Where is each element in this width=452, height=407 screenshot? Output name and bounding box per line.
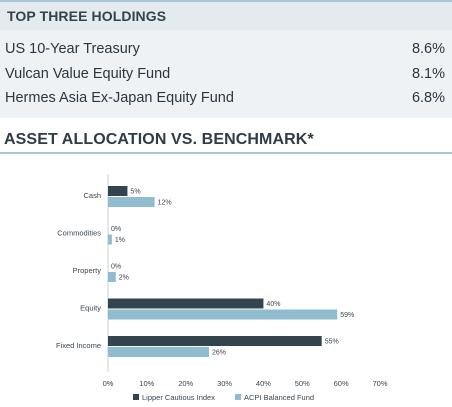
bar-benchmark [108,336,322,346]
legend-swatch [235,394,241,400]
data-label: 0% [111,264,121,271]
data-label: 0% [111,226,121,233]
bar-fund [108,272,116,282]
category-label: Fixed Income [56,341,101,350]
data-label: 55% [325,339,339,346]
legend-label: ACPI Balanced Fund [244,393,314,402]
x-tick-label: 0% [103,379,114,388]
x-tick-label: 60% [334,379,349,388]
data-label: 2% [119,275,129,282]
allocation-chart-panel: Cash 5% 12% Commodities 0% 1% Property 0% 2% Equi… [0,156,452,407]
bar-fund [108,197,155,207]
legend-swatch [133,394,139,400]
x-tick-label: 20% [178,379,193,388]
holdings-header: TOP THREE HOLDINGS [0,0,452,30]
bar-fund [108,347,210,357]
x-tick-label: 50% [295,379,310,388]
holdings-panel: US 10-Year Treasury 8.6% Vulcan Value Eq… [0,30,452,118]
data-label: 5% [130,189,140,196]
x-tick-label: 40% [256,379,271,388]
holding-name: US 10-Year Treasury [5,41,140,57]
holding-row: US 10-Year Treasury 8.6% [0,38,452,62]
bar-fund [108,309,338,320]
data-label: 59% [340,312,354,319]
x-tick-label: 70% [372,379,387,388]
category-label: Equity [80,304,101,313]
bar-benchmark [108,298,264,309]
holding-value: 8.1% [411,66,445,82]
data-label: 1% [115,237,125,244]
section-divider [0,152,452,154]
bar-benchmark [108,186,128,196]
category-label: Cash [83,191,101,200]
allocation-title: ASSET ALLOCATION VS. BENCHMARK* [4,131,314,148]
holding-name: Hermes Asia Ex-Japan Equity Fund [5,90,234,106]
data-label: 12% [158,200,172,207]
data-label: 40% [266,301,280,308]
legend-label: Lipper Cautious Index [142,393,215,402]
holding-row: Hermes Asia Ex-Japan Equity Fund 6.8% [0,87,452,111]
holding-name: Vulcan Value Equity Fund [5,66,171,82]
category-label: Property [73,266,102,275]
bar-fund [108,234,112,245]
x-tick-label: 30% [217,379,232,388]
holdings-title: TOP THREE HOLDINGS [7,8,167,24]
holding-row: Vulcan Value Equity Fund 8.1% [0,63,452,87]
data-label: 26% [212,350,226,357]
category-label: Commodities [57,229,101,238]
holding-value: 6.8% [411,90,445,106]
holding-value: 8.6% [411,41,445,57]
x-tick-label: 10% [139,379,154,388]
allocation-bar-chart: Cash 5% 12% Commodities 0% 1% Property 0% 2% Equi… [56,174,388,402]
